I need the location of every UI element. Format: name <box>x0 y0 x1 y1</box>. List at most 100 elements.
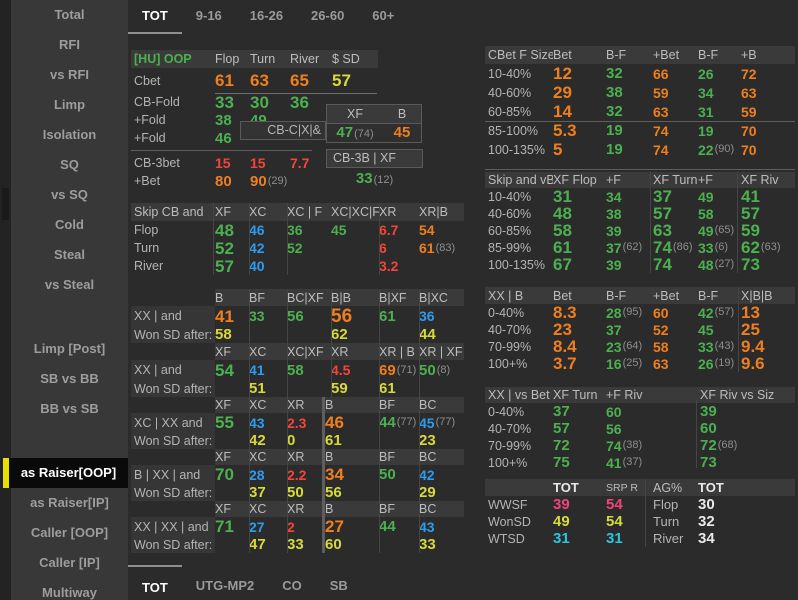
column-header: Bet <box>553 287 606 304</box>
tab-bottom-utg-mp2[interactable]: UTG-MP2 <box>195 578 255 593</box>
sidebar-item-bb-vs-sb[interactable]: BB vs SB <box>40 401 99 416</box>
stat-cell: 61 <box>215 71 234 90</box>
stat-cell: 3.2 <box>379 258 399 274</box>
stat-cell: 54 <box>606 496 623 513</box>
sidebar-item-isolation[interactable]: Isolation <box>42 127 97 142</box>
sidebar-item-steal[interactable]: Steal <box>53 247 86 262</box>
table-row: +Bet 80 90 (29) <box>131 172 378 190</box>
divider <box>331 289 332 397</box>
table-header-row: B BF BC|XF B|B B|XF B|XC <box>131 289 464 306</box>
stat-cell: 31 <box>553 530 570 547</box>
table-header-row: XF XC XR B BF BC <box>131 501 464 517</box>
stat-cell: 54 <box>419 222 435 238</box>
stat-cell: 70 <box>215 465 234 484</box>
stat-cell: 23 <box>553 320 572 339</box>
tab-26-60[interactable]: 26-60 <box>311 8 345 23</box>
sidebar-scrollbar-thumb[interactable] <box>2 188 9 220</box>
sidebar-item-label: as Raiser[OOP] <box>20 465 117 480</box>
stat-cell: 57 <box>741 204 760 223</box>
table-row: 40-60% 29 38 59 34 63 <box>485 83 795 102</box>
stat-cell: 9.4 <box>741 337 765 356</box>
sidebar-item-rfi[interactable]: RFI <box>59 37 80 52</box>
row-label: Cbet <box>134 73 161 88</box>
column-header: XF Riv <box>741 172 795 188</box>
sidebar-item-as-raiser-ip[interactable]: as Raiser[IP] <box>30 495 109 510</box>
column-header: B <box>325 449 379 465</box>
tab-bottom-tot[interactable]: TOT <box>128 565 182 600</box>
sidebar-item-total[interactable]: Total <box>54 7 85 22</box>
stat-cell <box>419 257 464 275</box>
column-header: BF <box>379 397 419 413</box>
stat-cell: 41 <box>215 306 234 326</box>
stat-cell: 34 <box>698 530 715 547</box>
stat-cell: 50 <box>287 484 304 501</box>
stat-cell: 30 <box>698 496 715 513</box>
sidebar-item-caller-ip[interactable]: Caller [IP] <box>39 555 100 570</box>
tab-9-16[interactable]: 9-16 <box>195 8 222 23</box>
table-row: +Fold 46 <box>131 129 378 147</box>
row-label: Won SD after: <box>131 484 215 501</box>
stat-cell <box>287 326 331 343</box>
sidebar-item-multiway[interactable]: Multiway <box>42 585 97 600</box>
sidebar-item-vs-rfi[interactable]: vs RFI <box>49 67 89 82</box>
stat-cell: 8.4 <box>553 337 577 356</box>
stat-cell: 48 (27) <box>698 256 735 273</box>
stat-cell: 16 (25) <box>606 355 643 372</box>
tab-bottom-sb[interactable]: SB <box>329 578 348 593</box>
stat-cell: 38 <box>606 205 622 222</box>
table-row: Cbet 61 63 65 57 <box>131 68 378 93</box>
column-header: Flop <box>215 50 250 68</box>
sidebar-item-caller-oop[interactable]: Caller [OOP] <box>30 525 109 540</box>
table-title <box>131 397 215 413</box>
stat-cell: 58 <box>553 221 572 240</box>
stat-cell: 39 <box>553 496 570 513</box>
stat-cell: 3.7 <box>553 354 577 373</box>
table-row: 100-135% 67 39 74 48 (27) 73 <box>485 256 795 273</box>
stat-cell: 19 <box>606 122 623 139</box>
column-header: XF <box>215 203 249 221</box>
sidebar-item-sb-vs-bb[interactable]: SB vs BB <box>40 371 99 386</box>
column-header: B-F <box>606 287 653 304</box>
tab-tot[interactable]: TOT <box>128 0 182 34</box>
stat-cell: 52 <box>653 321 669 338</box>
sidebar-item-limp-post[interactable]: Limp [Post] <box>33 341 106 356</box>
sidebar-item-vs-steal[interactable]: vs Steal <box>44 277 95 292</box>
active-item-indicator <box>3 458 9 488</box>
tab-60plus[interactable]: 60+ <box>372 8 395 23</box>
divider <box>696 400 697 468</box>
tab-bottom-co[interactable]: CO <box>282 578 302 593</box>
sidebar-scrollbar[interactable] <box>0 0 11 600</box>
stat-cell: 71 <box>215 517 234 536</box>
stat-cell: 38 <box>606 84 623 101</box>
sidebar-item-vs-sq[interactable]: vs SQ <box>51 187 88 202</box>
sidebar-item-sq[interactable]: SQ <box>60 157 79 172</box>
stat-cell: 52 <box>287 240 303 256</box>
xf-b-mini-table: XF B 47(74) 45 <box>326 104 422 143</box>
table-row: Flop 48 46 36 45 6.7 54 <box>131 221 464 239</box>
table-title <box>131 449 215 465</box>
sidebar-item-cold[interactable]: Cold <box>55 217 84 232</box>
stat-cell <box>215 484 249 501</box>
stat-cell: 32 <box>606 65 623 82</box>
divider <box>379 289 380 397</box>
table-row: 85-100% 5.3 19 74 19 70 <box>485 121 795 140</box>
table-xx-vs-bet: XX | vs Bet XF Turn +F Riv XF Riv vs Siz 0-4… <box>485 387 795 471</box>
table-xx-and-check-lines: XF XC XC|XF XR XR | B XR | XF XX | and 54 41 58 4.… <box>131 343 464 397</box>
table-row: Turn 52 42 52 6 61 (83) <box>131 239 464 257</box>
stat-cell: 4.5 <box>331 362 351 378</box>
sidebar-item-limp[interactable]: Limp <box>53 97 86 112</box>
table-row: 10-40% 31 34 37 49 41 <box>485 188 795 205</box>
stat-cell: 56 <box>331 305 353 327</box>
table-title: CBet F Size <box>485 46 555 64</box>
stat-cell: 62 <box>331 326 348 343</box>
sidebar-item-as-raiser-oop[interactable]: as Raiser[OOP] <box>3 458 128 488</box>
divider <box>322 397 325 553</box>
column-header: XR <box>331 343 379 360</box>
tab-16-26[interactable]: 16-26 <box>249 8 284 23</box>
stat-cell: 44 (77) <box>379 414 417 431</box>
stat-cell: 57 <box>653 204 672 223</box>
stat-cell <box>287 257 331 275</box>
column-header: Turn <box>250 50 290 68</box>
stat-cell: 60 <box>653 304 669 321</box>
